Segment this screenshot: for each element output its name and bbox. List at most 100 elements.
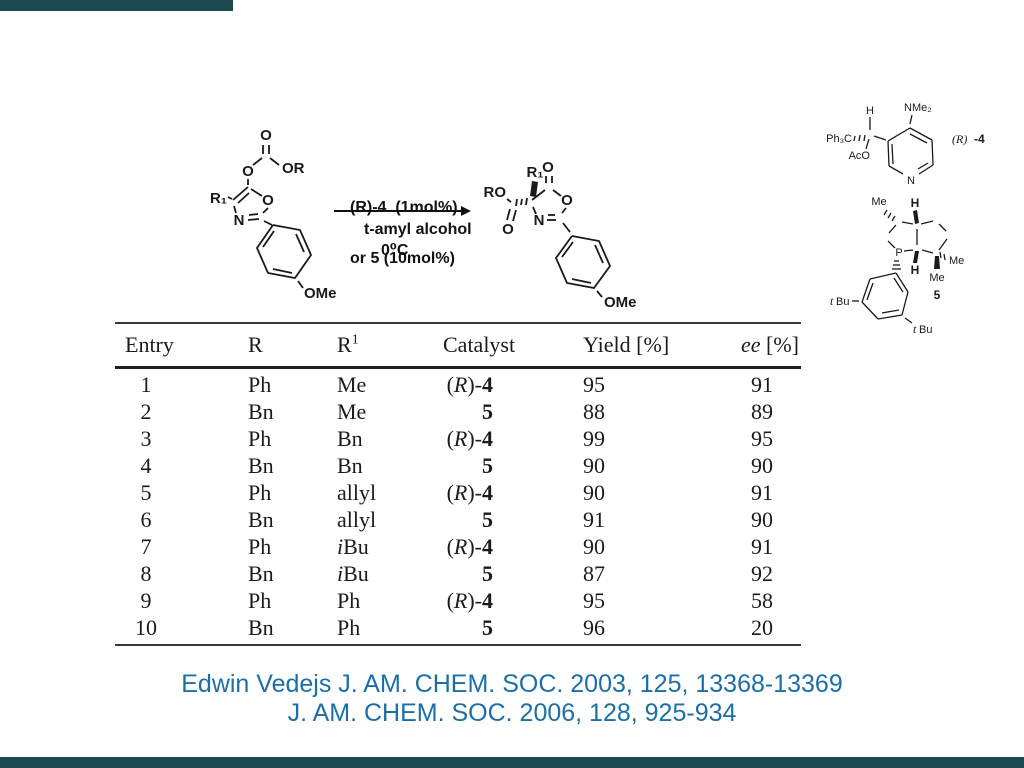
table-cell: 2 — [140, 398, 152, 424]
atom-label: Ph₃C — [826, 133, 852, 145]
table-cell: Bn — [248, 614, 274, 640]
atom-label: OMe — [304, 285, 337, 302]
table-row: 7 Ph iBu (R)-4 90 91 — [115, 533, 801, 560]
column-header: Entry — [125, 332, 174, 357]
table-cell: Bn — [337, 452, 363, 478]
table-cell: 6 — [140, 506, 152, 532]
table-cell: 5 — [482, 506, 493, 532]
table-cell: Ph — [248, 533, 272, 559]
column-header: Yield [%] — [583, 332, 670, 357]
citation-line-2: J. AM. CHEM. SOC. 2006, 128, 925-934 — [287, 699, 737, 727]
reaction-arrow-head — [461, 206, 471, 216]
atom-label: O — [262, 192, 274, 209]
atom-label: N — [534, 212, 545, 229]
table-cell: Ph — [248, 425, 272, 451]
table-cell: (R)-4 — [446, 371, 493, 397]
table-cell: 7 — [140, 533, 152, 559]
table-cell: Ph — [248, 587, 272, 613]
table-cell: Bn — [248, 506, 274, 532]
table-cell: 5 — [482, 452, 493, 478]
table-body: 1 Ph Me (R)-4 95 91 2 Bn Me 5 88 89 3 Ph Bn (R)-4 99 95 4 B… — [115, 369, 801, 644]
atom-label: R₁ — [210, 190, 227, 207]
table-cell: 90 — [583, 533, 605, 559]
table-cell: 8 — [140, 560, 152, 586]
table-cell: 96 — [583, 614, 605, 640]
table-cell: 20 — [751, 614, 773, 640]
atom-label: OR — [282, 160, 305, 177]
table-row: 5 Ph allyl (R)-4 90 91 — [115, 479, 801, 506]
table-header-row: Entry R R1 Catalyst Yield [%] ee [%] — [115, 324, 801, 369]
solvent-label: t-amyl alcohol — [364, 221, 472, 238]
table-cell: 4 — [140, 452, 152, 478]
catalyst-loading-line1: (R)-4 (1mol%) — [350, 199, 458, 216]
table-cell: 91 — [751, 479, 773, 505]
atom-label: OMe — [604, 294, 637, 311]
table-row: 10 Bn Ph 5 96 20 — [115, 614, 801, 641]
table-cell: 95 — [751, 425, 773, 451]
table-cell: (R)-4 — [446, 533, 493, 559]
table-cell: Ph — [248, 371, 272, 397]
table-cell: 5 — [482, 614, 493, 640]
temperature-label: 0⁰C — [381, 242, 409, 259]
table-cell: 99 — [583, 425, 605, 451]
atom-label: O — [502, 221, 514, 238]
atom-label: H — [911, 196, 920, 210]
reactant-structure: O O OR O N R₁ OMe — [210, 127, 337, 302]
table-cell: 95 — [583, 371, 605, 397]
atom-label: H — [866, 105, 874, 117]
atom-label: N — [907, 175, 915, 187]
table-cell: 3 — [140, 425, 152, 451]
atom-label: Bu — [836, 296, 849, 308]
table-cell: 91 — [583, 506, 605, 532]
table-cell: 5 — [140, 479, 152, 505]
table-cell: Me — [337, 398, 367, 424]
catalyst-4-tag: (R) — [952, 132, 967, 146]
table-row: 4 Bn Bn 5 90 90 — [115, 452, 801, 479]
atom-label: Bu — [919, 324, 932, 336]
table-cell: 90 — [751, 452, 773, 478]
table-cell: iBu — [337, 533, 369, 559]
atom-label: H — [911, 263, 920, 277]
atom-label: NMe₂ — [904, 102, 932, 114]
table-cell: 88 — [583, 398, 605, 424]
reaction-arrow — [334, 210, 462, 212]
atom-label: O — [260, 127, 272, 144]
table-cell: 1 — [140, 371, 152, 397]
table-cell: 90 — [583, 452, 605, 478]
table-cell: 95 — [583, 587, 605, 613]
catalyst-loading-line2: or 5 (10mol%) — [350, 250, 455, 267]
table-cell: 92 — [751, 560, 773, 586]
table-row: 8 Bn iBu 5 87 92 — [115, 560, 801, 587]
atom-label: R₁ — [526, 164, 543, 181]
citation-line-1: Edwin Vedejs J. AM. CHEM. SOC. 2003, 125… — [181, 670, 843, 698]
atom-label: Me — [929, 272, 944, 284]
bottom-accent-bar — [0, 757, 1024, 768]
table-cell: 89 — [751, 398, 773, 424]
table-cell: Bn — [248, 560, 274, 586]
table-cell: Ph — [337, 587, 361, 613]
table-cell: (R)-4 — [446, 587, 493, 613]
catalyst-4-number: -4 — [974, 132, 985, 146]
table-cell: 58 — [751, 587, 773, 613]
atom-label: RO — [484, 184, 507, 201]
catalyst-5-structure: Me H P H Me Me 5 — [830, 196, 964, 336]
atom-label: t — [830, 294, 834, 308]
column-header: R1 — [337, 332, 359, 357]
table-cell: 90 — [583, 479, 605, 505]
table-cell: allyl — [337, 506, 377, 532]
atom-label: N — [234, 212, 245, 229]
table-cell: allyl — [337, 479, 377, 505]
results-table: Entry R R1 Catalyst Yield [%] ee [%] 1 Ph Me (R)… — [115, 322, 801, 646]
citation: Edwin Vedejs J. AM. CHEM. SOC. 2003, 125… — [0, 670, 1024, 728]
catalyst-4-structure: H Ph₃C AcO N NMe₂ (R) -4 — [826, 102, 985, 187]
table-cell: iBu — [337, 560, 369, 586]
table-cell: 91 — [751, 371, 773, 397]
table-cell: 91 — [751, 533, 773, 559]
atom-label: O — [542, 159, 554, 176]
product-structure: O O N R₁ RO O OMe — [484, 159, 637, 311]
table-row: 2 Bn Me 5 88 89 — [115, 398, 801, 425]
table-cell: 9 — [140, 587, 152, 613]
atom-label: O — [561, 192, 573, 209]
table-cell: Bn — [248, 398, 274, 424]
